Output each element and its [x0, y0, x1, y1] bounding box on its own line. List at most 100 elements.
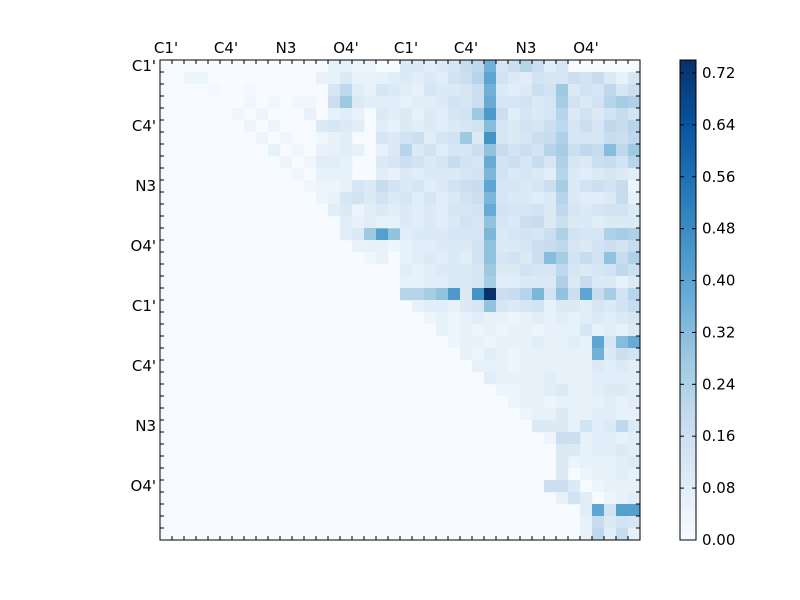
heatmap-cell: [592, 240, 605, 253]
heatmap-cell: [592, 96, 605, 109]
heatmap-cell: [412, 84, 425, 97]
heatmap-cell: [580, 336, 593, 349]
heatmap-cell: [604, 204, 617, 217]
heatmap-cell: [616, 264, 629, 277]
heatmap-cell: [556, 96, 569, 109]
heatmap-cell: [448, 60, 461, 73]
heatmap-cell: [328, 192, 341, 205]
heatmap-cell: [496, 336, 509, 349]
heatmap-cell: [376, 216, 389, 229]
y-tick-label: N3: [135, 417, 156, 435]
heatmap-cell: [520, 348, 533, 361]
heatmap-cell: [616, 204, 629, 217]
heatmap-cell: [460, 168, 473, 181]
heatmap-cell: [568, 240, 581, 253]
heatmap-cell: [304, 180, 317, 193]
heatmap-cell: [616, 72, 629, 85]
heatmap-cell: [544, 96, 557, 109]
heatmap-cell: [580, 420, 593, 433]
heatmap-cell: [400, 60, 413, 73]
heatmap-cell: [316, 180, 329, 193]
heatmap-cell: [472, 288, 485, 301]
heatmap-cell: [412, 132, 425, 145]
heatmap-cell: [556, 180, 569, 193]
heatmap-cell: [532, 192, 545, 205]
heatmap-cell: [316, 156, 329, 169]
heatmap-cell: [484, 108, 497, 121]
heatmap-cell: [520, 360, 533, 373]
heatmap-cell: [352, 204, 365, 217]
heatmap-cell: [580, 204, 593, 217]
heatmap-cell: [448, 156, 461, 169]
heatmap-cell: [496, 108, 509, 121]
heatmap-cell: [424, 180, 437, 193]
heatmap-cell: [472, 120, 485, 133]
heatmap-cell: [532, 300, 545, 313]
heatmap-cell: [400, 108, 413, 121]
x-tick-label: O4': [333, 39, 358, 57]
heatmap-cell: [436, 240, 449, 253]
heatmap-cell: [568, 216, 581, 229]
x-tick-label: C1': [154, 39, 178, 57]
heatmap-cell: [340, 132, 353, 145]
heatmap-cell: [340, 228, 353, 241]
heatmap-cell: [496, 276, 509, 289]
heatmap-cell: [616, 504, 629, 517]
heatmap-cell: [328, 84, 341, 97]
heatmap-cell: [556, 60, 569, 73]
heatmap-cell: [508, 168, 521, 181]
heatmap-cell: [496, 144, 509, 157]
heatmap-cell: [604, 168, 617, 181]
heatmap-cell: [472, 180, 485, 193]
heatmap-cell: [436, 324, 449, 337]
heatmap-cell: [568, 360, 581, 373]
heatmap-cell: [400, 192, 413, 205]
heatmap-cell: [520, 60, 533, 73]
heatmap-cell: [484, 240, 497, 253]
heatmap-cell: [496, 300, 509, 313]
heatmap-cell: [604, 384, 617, 397]
heatmap-cell: [568, 264, 581, 277]
heatmap-cell: [472, 240, 485, 253]
heatmap-cell: [484, 312, 497, 325]
heatmap-cell: [544, 192, 557, 205]
heatmap-cell: [508, 156, 521, 169]
heatmap-cell: [628, 204, 641, 217]
heatmap-cell: [628, 156, 641, 169]
heatmap-cell: [544, 384, 557, 397]
heatmap-cell: [352, 96, 365, 109]
heatmap-cell: [352, 120, 365, 133]
heatmap-cell: [472, 300, 485, 313]
heatmap-cell: [520, 108, 533, 121]
y-tick-label: C1': [132, 297, 156, 315]
x-tick-label: C4': [454, 39, 478, 57]
heatmap-cell: [604, 240, 617, 253]
heatmap-cell: [556, 72, 569, 85]
heatmap-cell: [592, 108, 605, 121]
heatmap-cell: [604, 144, 617, 157]
heatmap-cell: [616, 156, 629, 169]
heatmap-cell: [628, 396, 641, 409]
heatmap-cell: [568, 444, 581, 457]
heatmap-cell: [568, 252, 581, 265]
heatmap-cell: [592, 288, 605, 301]
heatmap-cell: [544, 144, 557, 157]
heatmap-cell: [580, 168, 593, 181]
heatmap-cell: [340, 84, 353, 97]
heatmap-cell: [628, 516, 641, 529]
heatmap-cell: [520, 324, 533, 337]
heatmap-cell: [436, 300, 449, 313]
heatmap-cell: [508, 192, 521, 205]
heatmap-cell: [604, 372, 617, 385]
heatmap-cell: [532, 336, 545, 349]
colorbar-tick-label: 0.24: [702, 375, 735, 393]
heatmap-cell: [604, 264, 617, 277]
heatmap-cell: [460, 84, 473, 97]
heatmap-cell: [484, 300, 497, 313]
heatmap-cell: [352, 72, 365, 85]
heatmap-cell: [460, 336, 473, 349]
heatmap-cell: [508, 300, 521, 313]
heatmap-cell: [556, 108, 569, 121]
heatmap-cell: [352, 192, 365, 205]
heatmap-cell: [580, 372, 593, 385]
